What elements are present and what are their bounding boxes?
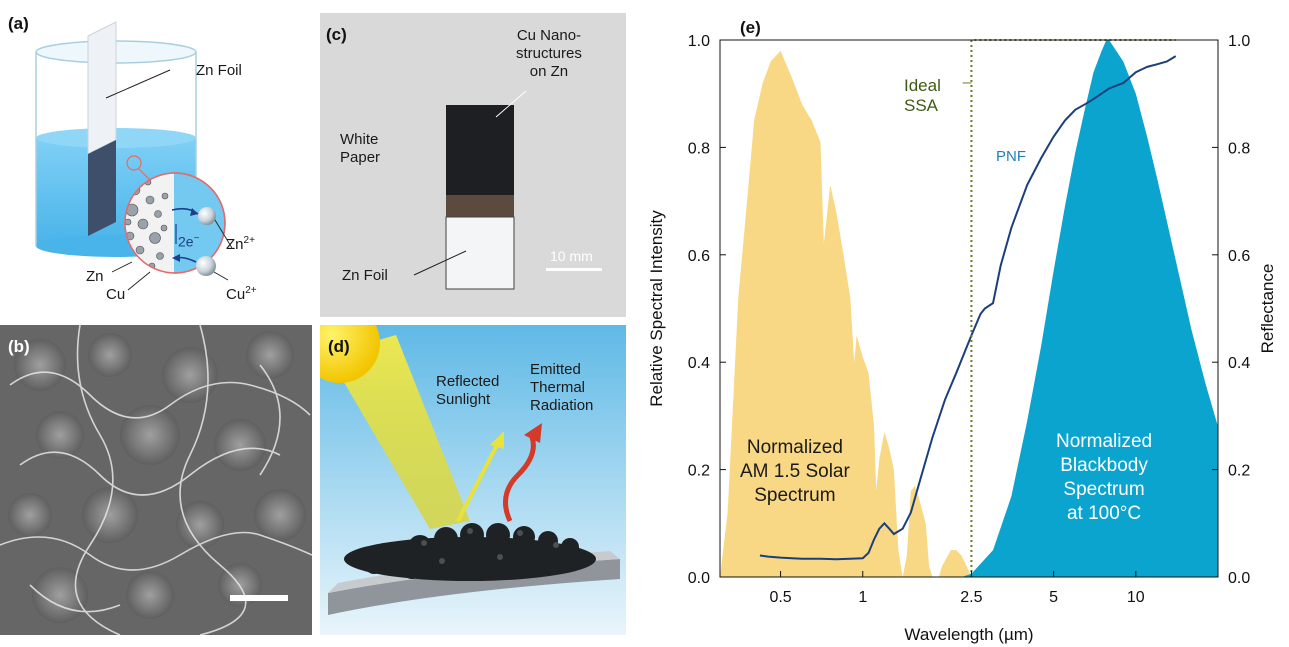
nano-line-2: structures (516, 45, 582, 62)
ideal-line-1: Ideal (904, 76, 941, 95)
y-tick-label: 0.0 (688, 570, 710, 587)
x-tick-label: 5 (1049, 589, 1058, 606)
incoming-beam (328, 335, 470, 529)
panel-c: (c) Cu Nano- structures on Zn White Pape… (320, 13, 626, 317)
zn-foil-strip (87, 21, 117, 155)
paper-label: White Paper (340, 131, 380, 167)
emitted-line-1: Emitted (530, 361, 581, 378)
zn-ion-text: Zn (226, 236, 244, 253)
solar-line-2: AM 1.5 Solar (740, 461, 850, 482)
x-tick-label: 2.5 (960, 589, 982, 606)
cu-coated-section (88, 140, 116, 236)
y-tick-label: 0.2 (688, 463, 710, 480)
cu-ion-charge: 2+ (245, 285, 257, 296)
solar-line-1: Normalized (746, 437, 843, 458)
y-tick-label: 0.6 (688, 248, 710, 265)
y2-tick-label: 0.4 (1228, 355, 1250, 372)
x-tick-label: 1 (858, 589, 867, 606)
solar-spectrum-label: Normalized AM 1.5 Solar Spectrum (740, 436, 850, 508)
zn-ion-charge: 2+ (243, 235, 255, 246)
panel-a-label: (a) (8, 14, 29, 33)
blackbody-spectrum-label: Normalized Blackbody Spectrum at 100°C (1056, 430, 1152, 526)
reflected-line-1: Reflected (436, 373, 500, 390)
paper-line-1: White (340, 131, 379, 148)
y2-tick-label: 1.0 (1228, 33, 1250, 50)
cu-label: Cu (106, 286, 126, 303)
zn-label: Zn (86, 268, 104, 285)
zn-foil-label: Zn Foil (196, 62, 242, 79)
nano-line-1: Cu Nano- (516, 27, 582, 44)
cu-ion-label: Cu2+ (226, 282, 257, 304)
reflected-line-2: Sunlight (436, 391, 491, 408)
reflected-arrow (490, 431, 504, 449)
panel-e-label: (e) (740, 18, 761, 37)
panel-d: (d) Reflected Sunlight Emitted Thermal R… (320, 325, 626, 635)
solar-line-3: Spectrum (754, 485, 836, 506)
bb-line-1: Normalized (1056, 431, 1153, 452)
emitted-line-3: Radiation (530, 397, 594, 414)
panel-d-label: (d) (328, 337, 350, 356)
y2-tick-label: 0.6 (1228, 248, 1250, 265)
bb-line-4: at 100°C (1066, 503, 1142, 524)
x-tick-label: 10 (1127, 589, 1145, 606)
y-axis-label: Relative Spectral Intensity (647, 210, 666, 407)
cu-ion-ball (196, 256, 216, 276)
panel-a: (a) Zn Foil Zn2+ 2e− Cu2+ Zn Cu (0, 0, 312, 318)
solar-absorber-illustration (320, 325, 626, 635)
panel-c-label: (c) (326, 25, 347, 44)
electron-label: 2e− (178, 230, 199, 251)
y2-tick-label: 0.0 (1228, 570, 1250, 587)
pnf-reflectance-line (759, 55, 1177, 561)
nanostructure-layer (344, 523, 596, 581)
panel-e: 0.5 1 2.5 5 10 0.0 0.0 0.2 0.2 0.4 0.4 0.6 0.6 0.8 0.8… (640, 0, 1289, 647)
y2-tick-label: 0.8 (1228, 140, 1250, 157)
sun (320, 325, 380, 383)
paper-line-2: Paper (340, 149, 381, 166)
solar-spectrum-area (720, 50, 972, 578)
zn-foil-strip (445, 216, 515, 290)
pnf-label: PNF (996, 148, 1026, 165)
y-tick-label: 1.0 (688, 33, 710, 50)
nano-line-3: on Zn (529, 63, 569, 80)
cu-ion-text: Cu (226, 286, 246, 303)
scale-bar (230, 595, 288, 601)
zn-ion-ball (198, 207, 216, 225)
bb-line-3: Spectrum (1063, 479, 1145, 500)
y2-axis-label: Reflectance (1258, 264, 1277, 354)
ideal-line-2: SSA (904, 96, 939, 115)
x-axis-label: Wavelength (µm) (904, 625, 1033, 644)
electrochemistry-illustration (35, 21, 233, 291)
panel-b-label: (b) (8, 337, 30, 356)
reflected-label: Reflected Sunlight (436, 373, 499, 409)
emitted-label: Emitted Thermal Radiation (530, 361, 593, 415)
scale-label: 10 mm (550, 248, 593, 264)
ideal-ssa-label: Ideal SSA (904, 76, 941, 116)
blackbody-spectrum-area (961, 40, 1218, 577)
cu-nanostructure-strip (446, 105, 514, 205)
plot-frame (719, 39, 1219, 578)
y-tick-label: 0.4 (688, 355, 710, 372)
electron-charge: − (193, 233, 200, 244)
electron-text: 2e (178, 233, 194, 250)
panel-b: (b) (0, 325, 312, 635)
sample-photo (320, 13, 626, 317)
bb-line-2: Blackbody (1060, 455, 1148, 476)
scale-bar (546, 268, 602, 271)
zn-foil-label: Zn Foil (342, 267, 388, 284)
emitted-line-2: Thermal (530, 379, 586, 396)
thermal-arrow (503, 436, 536, 523)
sem-image (0, 325, 312, 635)
x-tick-label: 0.5 (769, 589, 791, 606)
nano-label: Cu Nano- structures on Zn (516, 27, 582, 81)
zn-ion-label: Zn2+ (226, 232, 255, 254)
axes: 0.5 1 2.5 5 10 0.0 0.0 0.2 0.2 0.4 0.4 0.6 0.6 0.8 0.8… (688, 33, 1251, 606)
spectrum-chart: 0.5 1 2.5 5 10 0.0 0.0 0.2 0.2 0.4 0.4 0.6 0.6 0.8 0.8… (647, 33, 1277, 644)
y2-tick-label: 0.2 (1228, 463, 1250, 480)
y-tick-label: 0.8 (688, 140, 710, 157)
